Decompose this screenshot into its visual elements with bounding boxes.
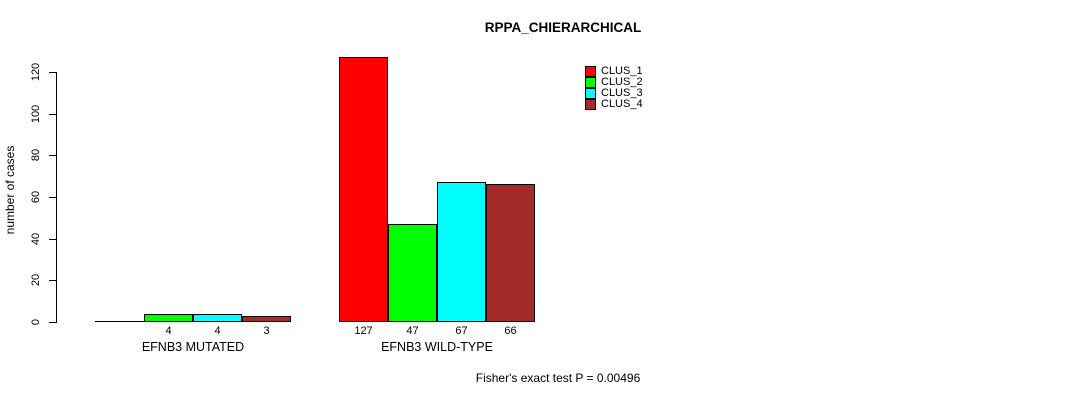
legend-swatch [585,88,596,99]
y-tick [49,239,56,240]
y-tick-label: 60 [30,190,42,204]
y-tick-label: 40 [30,232,42,246]
legend-label: CLUS_2 [601,76,643,88]
legend-label: CLUS_3 [601,87,643,99]
bar-value-label: 47 [406,325,419,337]
bar [339,57,388,322]
bar [486,184,535,322]
legend-label: CLUS_1 [601,65,643,77]
y-tick [49,155,56,156]
legend-swatch [585,77,596,88]
bar-value-label: 127 [354,325,373,337]
legend-swatch [585,99,596,110]
group-label-mutated: EFNB3 MUTATED [141,340,245,354]
bar [437,182,486,322]
y-tick [49,280,56,281]
y-tick-label: 0 [30,318,42,326]
stat-annotation: Fisher's exact test P = 0.00496 [475,371,641,385]
legend-swatch [585,66,596,77]
bar [193,314,242,322]
chart-title: RPPA_CHIERARCHICAL [484,20,642,35]
y-tick-label: 120 [30,62,42,82]
group-label-wildtype: EFNB3 WILD-TYPE [381,340,493,354]
y-tick [49,114,56,115]
bar-value-label: 3 [263,325,270,337]
zero-bar-line [95,321,144,322]
y-tick-label: 20 [30,273,42,287]
bar [144,314,193,322]
y-tick-label: 80 [30,148,42,162]
y-tick [49,72,56,73]
bar-value-label: 66 [504,325,517,337]
legend-label: CLUS_4 [601,98,643,110]
bar [242,316,291,322]
y-axis-line [56,72,57,323]
bar-value-label: 4 [165,325,172,337]
y-tick [49,197,56,198]
bar-value-label: 4 [214,325,221,337]
y-axis-title: number of cases [3,145,17,235]
y-tick [49,322,56,323]
bar-value-label: 67 [455,325,468,337]
y-tick-label: 100 [30,104,42,124]
bar [388,224,437,322]
